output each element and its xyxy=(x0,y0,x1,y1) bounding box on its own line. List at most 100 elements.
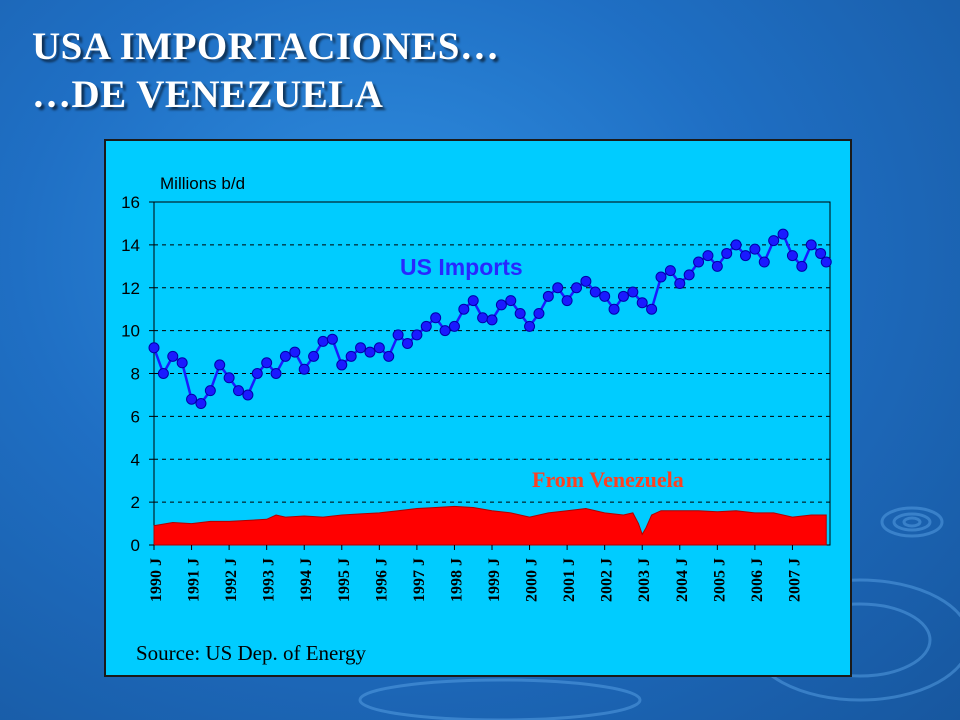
y-tick-label: 14 xyxy=(121,236,140,255)
us-imports-point xyxy=(495,299,507,311)
us-imports-point xyxy=(167,350,179,362)
venezuela-label: From Venezuela xyxy=(532,467,684,492)
us-imports-point xyxy=(298,363,310,375)
us-imports-point xyxy=(805,239,817,251)
us-imports-layer xyxy=(148,228,832,410)
chart-frame: 0 2 4 6 8 10 12 14 16 1990 J 1991 J 1992 J 1993 J 199… xyxy=(104,139,852,677)
x-tick-label: 1998 J xyxy=(448,558,465,602)
us-imports-point xyxy=(477,312,489,324)
y-tick-label: 16 xyxy=(121,193,140,212)
axis-layer: 0 2 4 6 8 10 12 14 16 1990 J 1991 J 1992 J 1993 J 199… xyxy=(121,193,803,602)
us-imports-point xyxy=(270,368,282,379)
us-imports-point xyxy=(617,290,629,302)
us-imports-point xyxy=(148,342,160,354)
us-imports-point xyxy=(308,350,320,362)
us-imports-point xyxy=(467,295,479,307)
x-tick-label: 2004 J xyxy=(674,558,691,602)
us-imports-point xyxy=(627,286,639,298)
us-imports-point xyxy=(636,297,648,309)
y-tick-label: 0 xyxy=(131,536,140,555)
us-imports-point xyxy=(214,359,226,371)
us-imports-point xyxy=(448,320,460,332)
us-imports-point xyxy=(402,337,413,349)
us-imports-point xyxy=(740,250,751,262)
us-imports-point xyxy=(571,282,582,294)
x-tick-label: 1994 J xyxy=(298,558,315,602)
us-imports-point xyxy=(355,342,367,354)
us-imports-point xyxy=(674,277,686,289)
us-imports-point xyxy=(542,290,554,302)
us-imports-point xyxy=(777,228,789,240)
us-imports-point xyxy=(599,290,611,302)
us-imports-point xyxy=(749,243,761,255)
us-imports-point xyxy=(711,260,723,272)
x-tick-label: 1992 J xyxy=(223,558,240,602)
us-imports-point xyxy=(364,346,376,358)
x-tick-label: 1997 J xyxy=(411,558,428,602)
y-tick-label: 6 xyxy=(131,407,140,426)
x-tick-label: 2007 J xyxy=(786,558,803,602)
us-imports-point xyxy=(646,303,658,315)
us-imports-point xyxy=(533,307,545,319)
us-imports-point xyxy=(439,325,451,337)
us-imports-point xyxy=(514,307,526,319)
us-imports-point xyxy=(683,269,695,281)
x-tick-label: 2005 J xyxy=(711,558,728,602)
us-imports-point xyxy=(664,265,676,277)
y-tick-label: 12 xyxy=(121,279,140,298)
us-imports-point xyxy=(242,389,254,401)
y-tick-label: 2 xyxy=(131,493,140,512)
us-imports-point xyxy=(317,335,329,347)
x-tick-label: 2003 J xyxy=(636,558,653,602)
us-imports-point xyxy=(186,393,198,405)
us-imports-point xyxy=(589,286,601,298)
x-tick-label: 2000 J xyxy=(524,558,541,602)
us-imports-point xyxy=(693,256,705,268)
us-imports-point xyxy=(373,342,385,354)
us-imports-point xyxy=(486,314,498,326)
x-tick-label: 1999 J xyxy=(486,558,503,602)
us-imports-point xyxy=(721,247,733,259)
us-imports-point xyxy=(730,239,742,251)
us-imports-point xyxy=(505,295,517,307)
venezuela-area-layer xyxy=(153,505,827,546)
us-imports-point xyxy=(261,357,273,369)
us-imports-point xyxy=(392,329,404,341)
x-tick-label: 1995 J xyxy=(336,558,353,602)
grid-layer xyxy=(153,201,831,546)
us-imports-point xyxy=(336,359,348,371)
us-imports-point xyxy=(411,329,423,341)
us-imports-point xyxy=(458,303,470,315)
x-tick-label: 2002 J xyxy=(599,558,616,602)
us-imports-point xyxy=(702,250,714,262)
us-imports-point xyxy=(524,320,536,332)
us-imports-point xyxy=(204,385,216,397)
y-tick-label: 4 xyxy=(131,450,140,469)
x-tick-label: 1993 J xyxy=(261,558,278,602)
y-axis-label: Millions b/d xyxy=(160,174,245,193)
us-imports-point xyxy=(345,350,357,362)
us-imports-point xyxy=(552,282,564,294)
us-imports-point xyxy=(786,250,798,262)
venezuela-area xyxy=(153,505,827,546)
chart-svg: 0 2 4 6 8 10 12 14 16 1990 J 1991 J 1992 J 1993 J 199… xyxy=(121,174,832,665)
x-tick-label: 1990 J xyxy=(148,558,165,602)
us-imports-point xyxy=(655,271,667,283)
us-imports-point xyxy=(430,312,442,324)
us-imports-point xyxy=(815,247,827,259)
x-tick-label: 1991 J xyxy=(186,558,203,602)
us-imports-point xyxy=(796,260,808,272)
us-imports-point xyxy=(768,235,780,247)
us-imports-point xyxy=(251,368,263,379)
us-imports-point xyxy=(157,368,169,379)
source-note: Source: US Dep. of Energy xyxy=(136,641,366,665)
us-imports-point xyxy=(420,320,432,332)
us-imports-point xyxy=(233,385,244,397)
slide-title-line-1: USA IMPORTACIONES… xyxy=(32,25,500,68)
us-imports-point xyxy=(195,398,207,410)
us-imports-point xyxy=(223,372,235,384)
us-imports-point xyxy=(289,346,301,358)
us-imports-point xyxy=(326,333,338,345)
us-imports-point xyxy=(758,256,770,268)
us-imports-point xyxy=(279,350,291,362)
